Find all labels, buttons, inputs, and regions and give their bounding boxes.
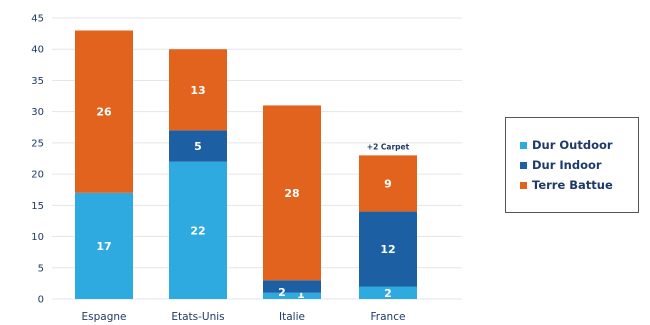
legend-item-terre-battue: Terre Battue xyxy=(520,175,638,195)
legend-label: Terre Battue xyxy=(532,178,613,192)
bar-segment xyxy=(75,192,133,299)
y-tick-label: 45 xyxy=(31,14,44,25)
y-axis: 0 5 10 15 20 25 30 35 40 45 xyxy=(31,14,44,306)
chart-legend: Dur Outdoor Dur Indoor Terre Battue xyxy=(505,117,639,213)
y-tick-label: 10 xyxy=(31,232,44,243)
y-tick-label: 25 xyxy=(31,138,44,149)
bar-segment xyxy=(359,286,417,299)
bar-segment xyxy=(169,49,227,131)
data-label: 12 xyxy=(380,243,395,256)
data-label: 22 xyxy=(190,224,205,237)
bar-segment xyxy=(263,105,321,281)
legend-item-dur-indoor: Dur Indoor xyxy=(520,155,638,175)
y-tick-label: 30 xyxy=(31,107,44,118)
legend-swatch xyxy=(520,181,527,189)
bar-segment xyxy=(169,161,227,299)
data-label: 13 xyxy=(190,84,205,97)
y-tick-label: 20 xyxy=(31,170,44,181)
legend-label: Dur Indoor xyxy=(532,158,602,172)
x-tick-label: Italie xyxy=(279,311,305,323)
y-tick-label: 15 xyxy=(31,201,44,212)
bar-segment xyxy=(359,155,417,212)
legend-swatch xyxy=(520,161,527,169)
legend-swatch xyxy=(520,141,527,149)
data-label: 17 xyxy=(96,240,111,253)
data-label: 26 xyxy=(96,106,112,119)
bar-segment xyxy=(359,211,417,287)
data-label: 9 xyxy=(384,177,392,190)
bar-segment xyxy=(263,280,321,293)
data-label: 28 xyxy=(284,187,299,200)
y-tick-label: 5 xyxy=(38,263,44,274)
data-label: 5 xyxy=(194,140,202,153)
data-label: 1 xyxy=(297,288,305,301)
y-tick-label: 0 xyxy=(38,295,44,306)
legend-label: Dur Outdoor xyxy=(532,138,613,152)
bar-segment xyxy=(169,130,227,162)
data-label: 2 xyxy=(278,286,286,299)
y-tick-label: 35 xyxy=(31,76,44,87)
bar-segment xyxy=(263,292,321,299)
annotation-label: +2 Carpet xyxy=(367,142,410,151)
x-axis: Espagne Etats-Unis Italie France xyxy=(82,311,406,323)
x-tick-label: Etats-Unis xyxy=(171,311,224,323)
annotations: +2 Carpet xyxy=(367,142,410,151)
legend-item-dur-outdoor: Dur Outdoor xyxy=(520,135,638,155)
x-tick-label: Espagne xyxy=(82,311,127,323)
y-tick-label: 40 xyxy=(31,45,44,56)
data-label: 2 xyxy=(384,287,392,300)
x-tick-label: France xyxy=(371,311,406,323)
bar-segment xyxy=(75,30,133,193)
